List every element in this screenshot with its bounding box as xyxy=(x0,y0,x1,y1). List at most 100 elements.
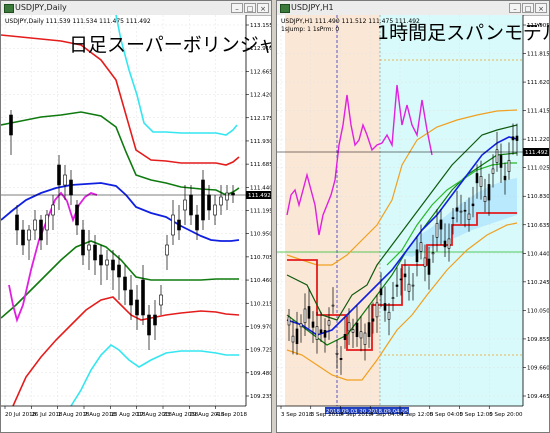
candle-body xyxy=(427,258,431,275)
price-axis-label: 111.685 xyxy=(250,162,271,168)
price-axis-label: 110.215 xyxy=(250,301,271,307)
dark-green-line xyxy=(286,124,518,321)
candle-body xyxy=(343,334,347,340)
daily-chart-window[interactable]: USDJPY,Daily – □ × USDJPY,Daily 111.539 … xyxy=(0,0,272,433)
candle-body xyxy=(123,276,127,291)
candle-body xyxy=(75,204,79,226)
hourly-chart-canvas[interactable]: USDJPY,H1 111.490 111.512 111.475 111.49… xyxy=(277,15,549,432)
price-axis-label: 111.905 xyxy=(527,23,549,29)
highlight-date-2-label: 2018.09.04 05:00 xyxy=(368,409,418,415)
candle-body xyxy=(463,209,467,212)
candle-body xyxy=(439,219,443,230)
candle-body xyxy=(129,289,133,306)
candle-body xyxy=(399,278,403,281)
date-axis-label: 13 Aug 2018 xyxy=(110,412,146,418)
candle-body xyxy=(363,332,367,345)
date-axis-label: 7 Aug 2018 xyxy=(84,412,116,418)
candle-body xyxy=(347,322,351,332)
candle-body xyxy=(315,326,319,340)
candle-body xyxy=(507,160,511,172)
candle-body xyxy=(225,192,229,201)
candle-body xyxy=(375,302,379,318)
date-axis-label: 4 Sep 2018 xyxy=(341,412,373,418)
close-button[interactable]: × xyxy=(535,3,547,13)
date-axis-label: 17 Aug 2018 xyxy=(137,412,173,418)
candle-body xyxy=(295,328,299,344)
candle-body xyxy=(87,244,91,251)
candle-body xyxy=(467,213,471,220)
date-axis-label: 26 Jul 2018 xyxy=(31,412,63,418)
price-axis-label: 110.440 xyxy=(527,251,549,257)
candle-body xyxy=(503,175,507,181)
candle-body xyxy=(351,329,355,333)
price-axis-label: 113.155 xyxy=(250,23,271,29)
lower-band-orange xyxy=(286,222,518,381)
hourly-chart-window[interactable]: USDJPY,H1 – □ × USDJPY,H1 111.490 111.51… xyxy=(276,0,550,433)
daily-overlay-title: 日足スーパーボリンジャー xyxy=(69,34,271,56)
highlight-date-2 xyxy=(367,407,409,414)
price-axis-label: 110.705 xyxy=(250,255,271,261)
daily-chart-titlebar[interactable]: USDJPY,Daily – □ × xyxy=(1,1,271,16)
hourly-current-price: 111.492 xyxy=(525,150,548,156)
candle-body xyxy=(471,203,475,207)
candle-body xyxy=(183,199,187,211)
price-axis-label: 111.220 xyxy=(527,137,549,143)
candle-body xyxy=(459,210,463,213)
date-axis-label: 29 Aug 2018 xyxy=(189,412,225,418)
span-red-line xyxy=(287,212,517,351)
date-axis-label: 3 Sep 2018 xyxy=(311,412,343,418)
candle-body xyxy=(415,249,419,263)
candle-body xyxy=(291,335,295,343)
candle-body xyxy=(355,322,359,338)
candle-body xyxy=(15,214,19,231)
candle-body xyxy=(27,229,31,241)
candle-body xyxy=(177,219,181,231)
past-span-region xyxy=(285,15,380,406)
price-axis-label: 111.415 xyxy=(527,109,549,115)
date-axis-label: 4 Sep 2018 xyxy=(216,412,248,418)
hourly-chart-titlebar[interactable]: USDJPY,H1 – □ × xyxy=(277,1,549,16)
price-axis-label: 109.465 xyxy=(527,394,549,400)
candle-body xyxy=(479,176,483,187)
candle-body xyxy=(331,304,335,307)
hourly-chart-info-2: 1sJump: 1 1sPrm: 0 xyxy=(281,26,339,33)
candle-body xyxy=(165,244,169,256)
candle-body xyxy=(371,318,375,322)
bb-lower-3-line xyxy=(70,343,239,407)
candle-body xyxy=(483,196,487,202)
candle-body xyxy=(39,219,43,241)
hourly-candles xyxy=(287,123,519,375)
candle-body xyxy=(189,194,193,216)
candle-body xyxy=(319,329,323,334)
candle-body xyxy=(407,283,411,292)
candle-body xyxy=(423,257,427,267)
candle-body xyxy=(195,214,199,231)
candle-body xyxy=(495,149,499,163)
date-axis-label: 5 Sep 04:00 xyxy=(430,412,464,418)
daily-chart-title: USDJPY,Daily xyxy=(15,3,67,12)
maximize-button[interactable]: □ xyxy=(522,3,534,13)
candle-body xyxy=(141,279,145,316)
maximize-button[interactable]: □ xyxy=(244,3,256,13)
daily-chart-canvas[interactable]: USDJPY,Daily 111.539 111.534 111.475 111… xyxy=(1,15,271,432)
close-button[interactable]: × xyxy=(257,3,269,13)
tenkan-limegreen-line xyxy=(386,162,517,266)
candle-body xyxy=(213,204,217,216)
lagging-span-line xyxy=(286,84,433,236)
lagging-span-line xyxy=(8,191,98,323)
candle-body xyxy=(383,303,387,311)
candle-body xyxy=(451,217,455,219)
candle-body xyxy=(111,259,115,271)
bb-middle-line xyxy=(1,182,240,242)
minimize-button[interactable]: – xyxy=(231,3,243,13)
price-axis-label: 111.620 xyxy=(527,80,549,86)
date-axis-label: 4 Sep 04:00 xyxy=(370,412,404,418)
candle-body xyxy=(45,214,49,231)
candle-body xyxy=(323,330,327,338)
hourly-overlay-title: 1時間足スパンモデル xyxy=(377,22,549,44)
candle-body xyxy=(81,229,85,256)
candle-body xyxy=(311,321,315,328)
candle-body xyxy=(287,316,291,326)
minimize-button[interactable]: – xyxy=(509,3,521,13)
upper-band-orange xyxy=(286,109,518,266)
